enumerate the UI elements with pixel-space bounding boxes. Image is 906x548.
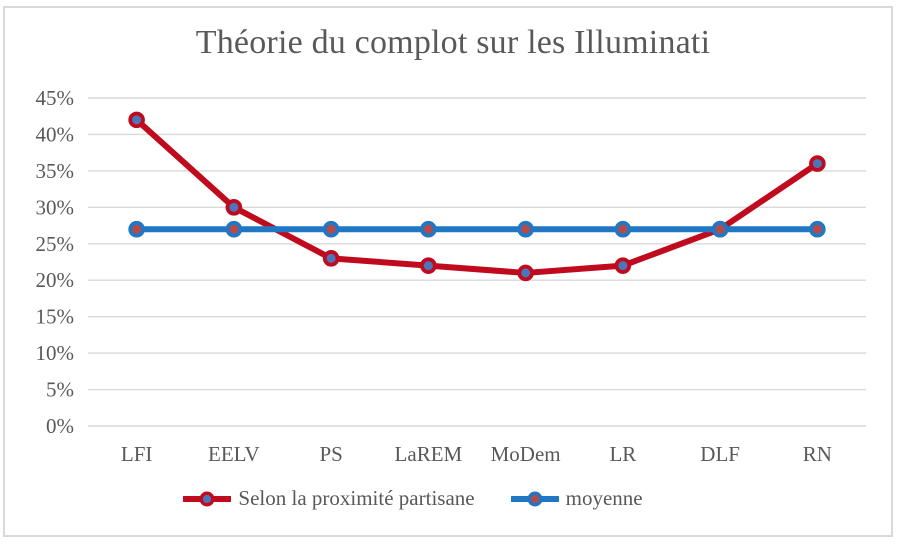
data-point-marker [614,220,632,238]
x-axis-category-label: LFI [121,442,153,466]
legend-label-partisane: Selon la proximité partisane [238,486,475,510]
x-axis-category-label: PS [319,442,342,466]
y-axis-tick-label: 45% [36,86,75,110]
data-point-marker [225,220,243,238]
y-axis-tick-label: 10% [36,341,75,365]
data-point-marker [711,220,729,238]
series-line [133,116,821,276]
y-axis-tick-label: 30% [36,195,75,219]
data-point-marker [614,257,632,274]
chart-legend: Selon la proximité partisane moyenne [0,486,906,511]
y-axis-tick-label: 15% [36,305,75,329]
y-axis-tick-label: 0% [46,414,74,438]
y-axis-tick-label: 5% [46,378,74,402]
legend-label-moyenne: moyenne [565,486,643,510]
y-axis-tick-label: 20% [36,268,75,292]
data-point-marker [128,220,145,238]
x-axis-category-label: MoDem [491,442,561,466]
x-axis-category-label: DLF [700,442,740,466]
legend-item: Selon la proximité partisane [183,486,475,511]
chart-title: Théorie du complot sur les Illuminati [195,24,711,61]
x-axis-category-label: LR [609,442,636,466]
legend-swatch [510,490,559,507]
data-point-marker [517,264,534,282]
data-point-marker [809,220,826,238]
legend-marker [199,490,215,507]
data-point-marker [809,155,826,172]
data-point-marker [322,220,340,238]
legend-marker [527,490,543,507]
data-point-marker [322,250,340,267]
data-point-marker [420,257,437,274]
data-point-marker [128,111,145,129]
x-axis-category-label: RN [803,442,832,466]
legend-swatch [183,490,232,507]
data-point-marker [420,220,437,238]
x-axis-category-label: EELV [208,442,260,466]
x-axis-category-label: LaREM [395,442,463,466]
y-axis-tick-label: 35% [36,159,75,183]
legend-item: moyenne [510,486,643,511]
chart-border-frame [3,6,893,537]
y-axis-tick-label: 25% [36,232,75,256]
y-axis-tick-label: 40% [36,122,75,146]
data-point-marker [517,220,534,238]
data-point-marker [225,199,243,216]
